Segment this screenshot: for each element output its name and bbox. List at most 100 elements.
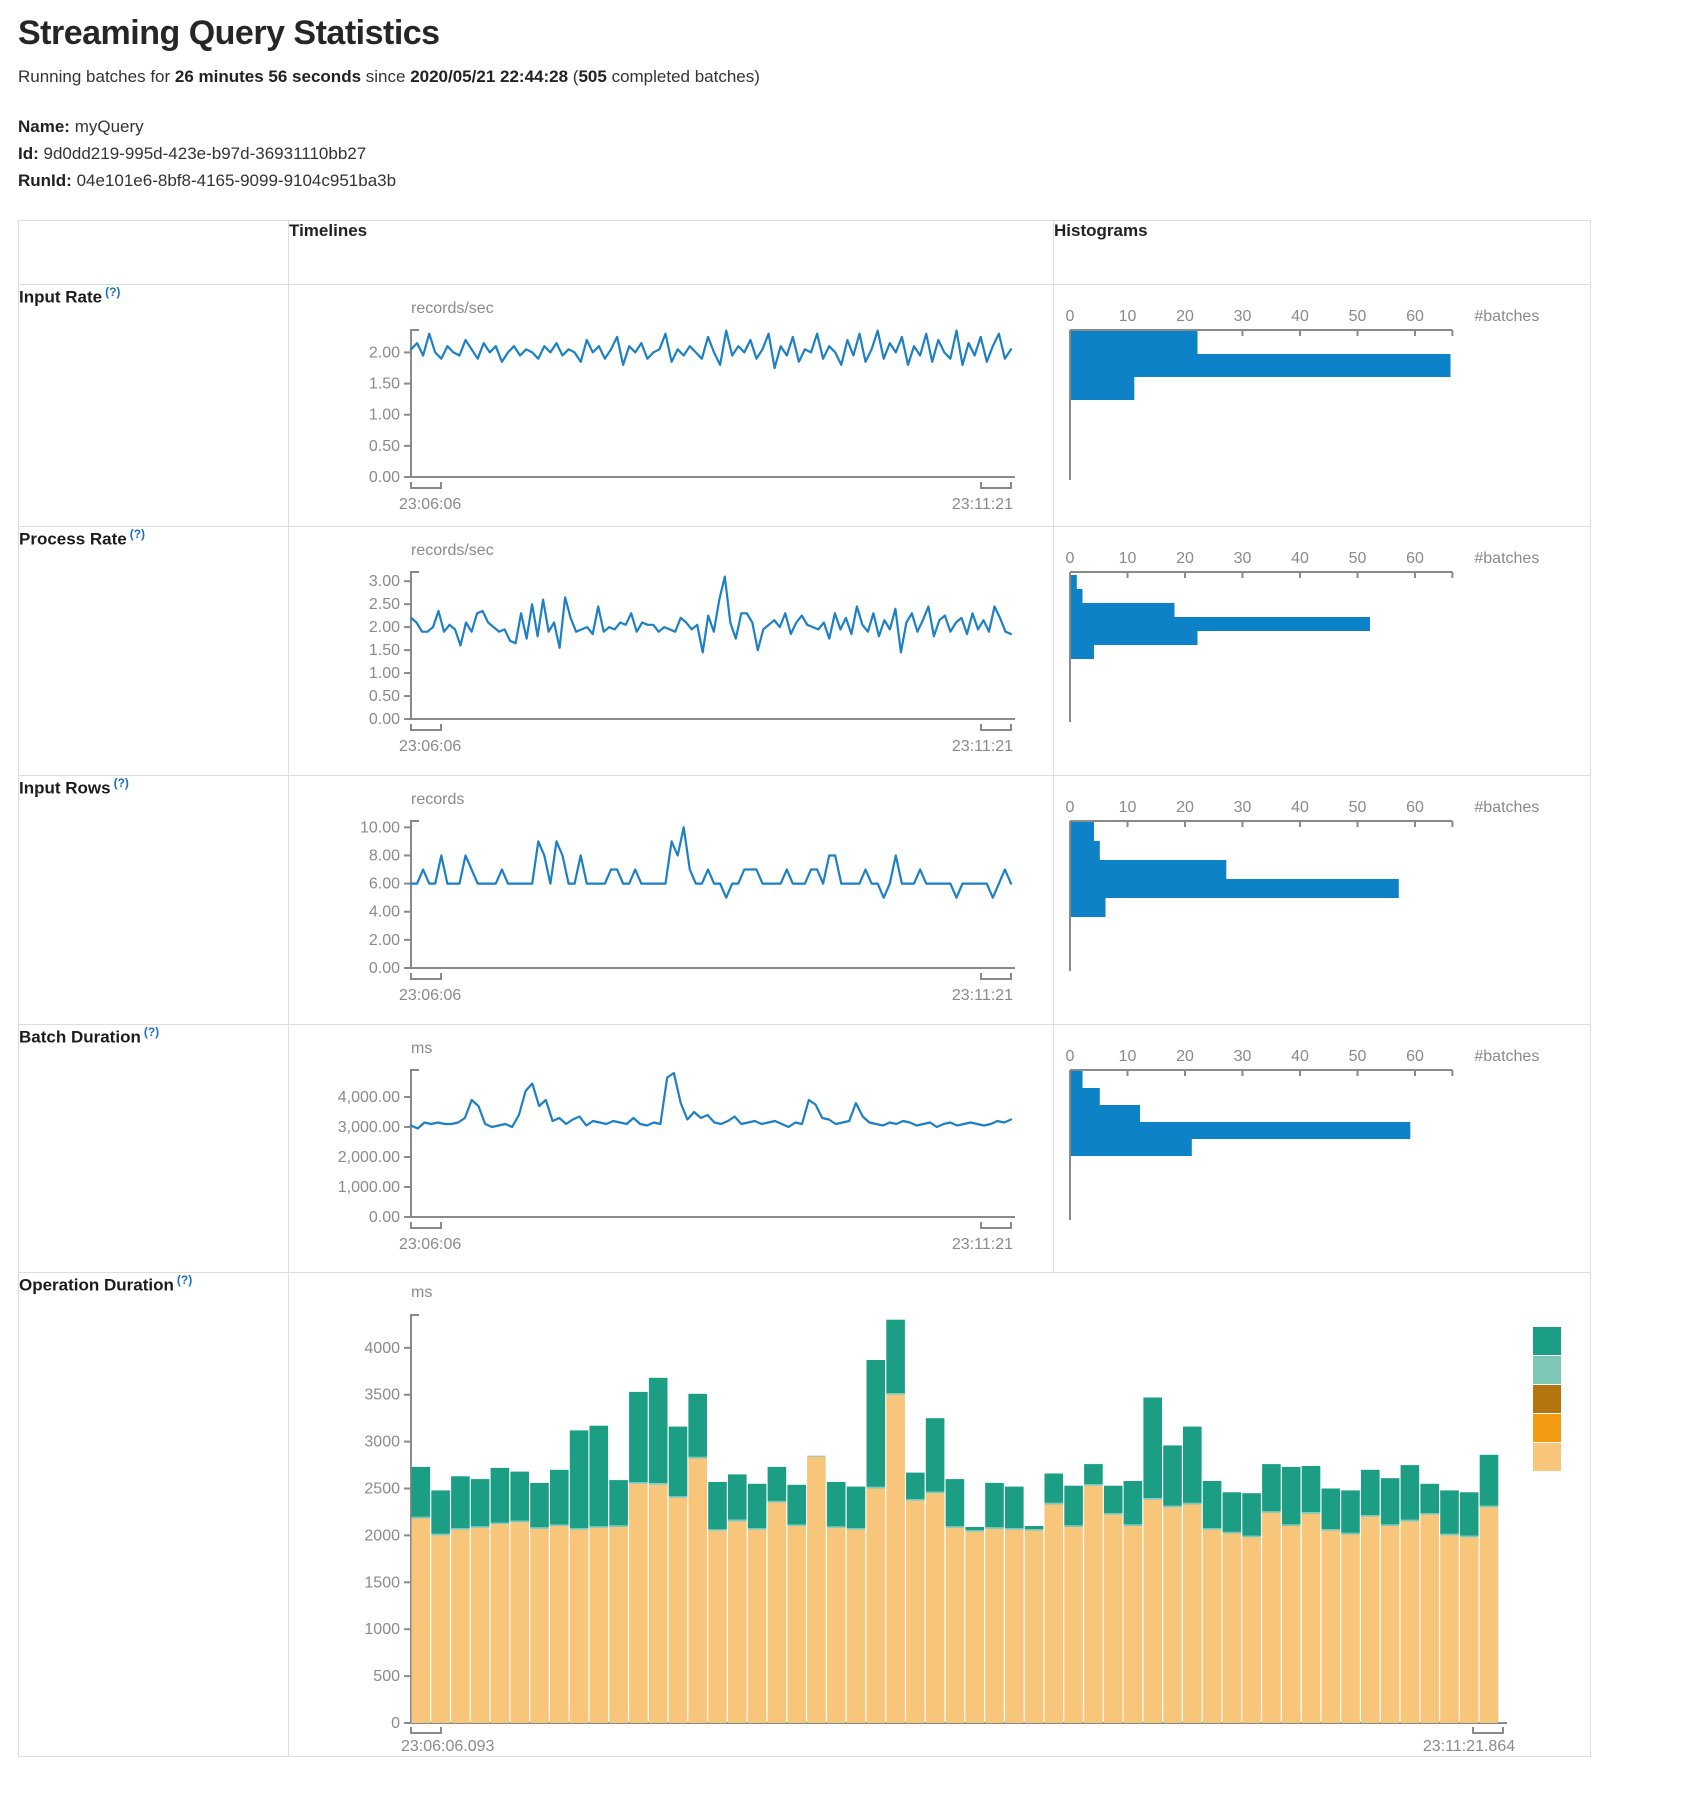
- input-rate-timeline-chart: records/sec 0.00 0.50 1.00 1.50 2.00 23:06:06 2…: [290, 286, 1053, 521]
- svg-text:23:11:21.864: 23:11:21.864: [1423, 1738, 1515, 1751]
- operation-duration-legend: [1533, 1327, 1561, 1471]
- metric-row-batch-duration: Batch Duration (?) ms 0.00 1,000.00 2,000.00…: [18, 1024, 1591, 1273]
- svg-text:3500: 3500: [364, 1387, 400, 1404]
- svg-text:60: 60: [1406, 308, 1424, 325]
- help-icon[interactable]: (?): [143, 1025, 160, 1039]
- process-rate-histogram-chart: 0 10 20 30 40 50 60 #batches: [1055, 528, 1590, 763]
- svg-text:4000: 4000: [364, 1340, 400, 1357]
- svg-text:60: 60: [1406, 550, 1424, 567]
- svg-text:23:11:21: 23:11:21: [952, 987, 1013, 1004]
- metric-label-text: Input Rows: [19, 778, 111, 798]
- batch-duration-timeline-chart: ms 0.00 1,000.00 2,000.00 3,000.00 4,000.00 23…: [290, 1026, 1053, 1261]
- help-icon[interactable]: (?): [129, 527, 146, 541]
- svg-text:2,000.00: 2,000.00: [338, 1149, 400, 1166]
- svg-text:1000: 1000: [364, 1621, 400, 1638]
- svg-text:10: 10: [1119, 308, 1137, 325]
- metric-row-input-rate: Input Rate (?) records/sec 0.00 0.50 1.00 1.5…: [18, 284, 1591, 527]
- metric-row-input-rows: Input Rows (?) records 0.00 2.00 4.00 6.00 8.0…: [18, 775, 1591, 1025]
- svg-text:10: 10: [1119, 550, 1137, 567]
- svg-text:0: 0: [1066, 1048, 1075, 1065]
- svg-text:40: 40: [1291, 550, 1309, 567]
- batch-duration-histogram-chart: 0 10 20 30 40 50 60 #batches: [1055, 1026, 1590, 1261]
- svg-text:23:06:06: 23:06:06: [399, 987, 461, 1004]
- svg-text:10.00: 10.00: [360, 819, 400, 836]
- query-runid-label: RunId:: [18, 171, 72, 190]
- svg-text:8.00: 8.00: [369, 847, 400, 864]
- status-paren: (: [572, 67, 579, 86]
- svg-text:23:06:06: 23:06:06: [399, 496, 461, 513]
- svg-text:0: 0: [391, 1715, 400, 1732]
- header-timelines: Timelines: [288, 220, 1054, 285]
- svg-text:1.50: 1.50: [369, 376, 400, 393]
- query-name-value: myQuery: [74, 117, 144, 136]
- metric-label-input-rows: Input Rows (?): [18, 775, 289, 1025]
- legend-swatch: [1533, 1414, 1561, 1442]
- status-suffix: completed batches): [611, 67, 760, 86]
- svg-text:30: 30: [1234, 308, 1252, 325]
- help-icon[interactable]: (?): [176, 1273, 193, 1287]
- query-name-label: Name:: [18, 117, 70, 136]
- svg-text:50: 50: [1349, 1048, 1367, 1065]
- svg-text:50: 50: [1349, 550, 1367, 567]
- svg-text:23:06:06: 23:06:06: [399, 1236, 461, 1253]
- statistics-table: Timelines Histograms Input Rate (?) recor…: [18, 220, 1591, 1757]
- metric-label-input-rate: Input Rate (?): [18, 284, 289, 527]
- metric-label-operation-duration: Operation Duration (?): [18, 1272, 289, 1757]
- svg-text:2.00: 2.00: [369, 932, 400, 949]
- svg-text:records: records: [411, 791, 464, 808]
- svg-text:4.00: 4.00: [369, 904, 400, 921]
- svg-text:23:11:21: 23:11:21: [952, 496, 1013, 513]
- svg-text:40: 40: [1291, 308, 1309, 325]
- svg-text:20: 20: [1176, 550, 1194, 567]
- status-duration: 26 minutes 56 seconds: [174, 67, 362, 86]
- svg-text:0.00: 0.00: [369, 960, 400, 977]
- svg-text:records/sec: records/sec: [411, 300, 494, 317]
- svg-text:10: 10: [1119, 799, 1137, 816]
- svg-text:60: 60: [1406, 799, 1424, 816]
- svg-text:20: 20: [1176, 1048, 1194, 1065]
- help-icon[interactable]: (?): [113, 776, 129, 790]
- status-since: since: [365, 67, 406, 86]
- svg-text:60: 60: [1406, 1048, 1424, 1065]
- svg-text:0: 0: [1066, 550, 1075, 567]
- svg-text:0.50: 0.50: [369, 688, 400, 705]
- svg-text:20: 20: [1176, 308, 1194, 325]
- svg-text:1.00: 1.00: [369, 407, 400, 424]
- svg-text:4,000.00: 4,000.00: [338, 1089, 400, 1106]
- svg-text:1.00: 1.00: [369, 665, 400, 682]
- svg-text:0: 0: [1066, 799, 1075, 816]
- operation-duration-stacked-chart: ms 0 500 1000 1500 2000 2500 3000 3500 4000 23:06:…: [290, 1274, 1590, 1756]
- svg-text:40: 40: [1291, 799, 1309, 816]
- query-runid-line: RunId: 04e101e6-8bf8-4165-9099-9104c951b…: [18, 167, 1693, 194]
- svg-text:1.50: 1.50: [369, 642, 400, 659]
- svg-text:1500: 1500: [364, 1574, 400, 1591]
- metric-label-batch-duration: Batch Duration (?): [18, 1024, 289, 1273]
- svg-text:3.00: 3.00: [369, 573, 400, 590]
- svg-text:2500: 2500: [364, 1481, 400, 1498]
- streaming-statistics-page: Streaming Query Statistics Running batch…: [18, 14, 1693, 1757]
- svg-text:2000: 2000: [364, 1527, 400, 1544]
- metric-label-text: Batch Duration: [19, 1027, 141, 1047]
- status-batch-count: 505: [578, 67, 607, 86]
- header-empty-cell: [18, 220, 289, 285]
- svg-text:3,000.00: 3,000.00: [338, 1119, 400, 1136]
- svg-text:30: 30: [1234, 550, 1252, 567]
- help-icon[interactable]: (?): [105, 285, 121, 299]
- svg-text:23:11:21: 23:11:21: [952, 1236, 1013, 1253]
- input-rows-histogram-chart: 0 10 20 30 40 50 60 #batches: [1055, 777, 1590, 1012]
- input-rows-timeline-chart: records 0.00 2.00 4.00 6.00 8.00 10.00 23:06:06…: [290, 777, 1053, 1012]
- svg-text:30: 30: [1234, 1048, 1252, 1065]
- legend-swatch: [1533, 1327, 1561, 1355]
- svg-text:500: 500: [373, 1668, 400, 1685]
- query-id-value: 9d0dd219-995d-423e-b97d-36931110bb27: [43, 144, 367, 163]
- svg-text:6.00: 6.00: [369, 876, 400, 893]
- page-title: Streaming Query Statistics: [18, 14, 440, 52]
- svg-text:50: 50: [1349, 799, 1367, 816]
- metric-row-process-rate: Process Rate (?) records/sec 0.00 0.50 1.00 1…: [18, 526, 1591, 776]
- metric-label-process-rate: Process Rate (?): [18, 526, 289, 776]
- input-rate-histogram-chart: 0 10 20 30 40 50 60 #batches: [1055, 286, 1590, 521]
- svg-text:23:06:06.093: 23:06:06.093: [401, 1738, 495, 1751]
- svg-text:#batches: #batches: [1474, 1048, 1539, 1065]
- svg-text:30: 30: [1234, 799, 1252, 816]
- svg-text:#batches: #batches: [1474, 550, 1539, 567]
